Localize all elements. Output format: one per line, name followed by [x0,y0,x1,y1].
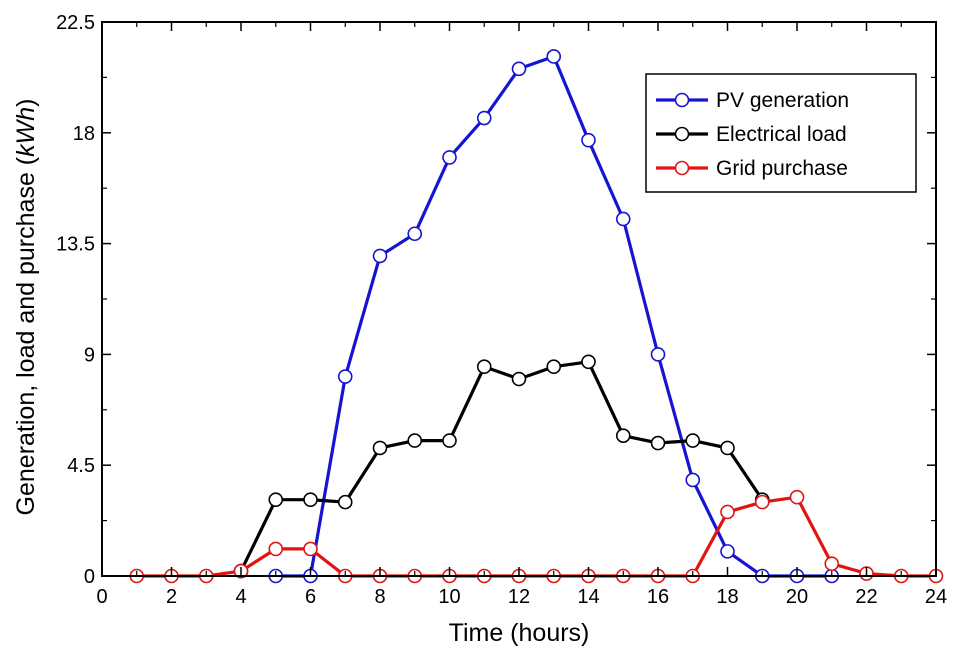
data-point-electrical-load [442,433,457,448]
x-tick-label: 2 [166,586,177,608]
data-point-grid-purchase [754,494,770,510]
legend: PV generation Electrical load Grid purchas… [645,73,917,193]
x-tick-label: 6 [305,586,316,608]
data-point-pv-generation [546,49,562,64]
data-point-electrical-load [476,359,492,375]
y-tick-label: 0 [84,566,95,588]
data-point-pv-generation [581,132,596,148]
y-axis-title-close: ) [12,99,40,107]
series-pv-generation [268,49,840,584]
data-point-grid-purchase [268,541,284,557]
data-point-electrical-load [546,359,562,375]
y-tick-label: 9 [84,344,95,366]
legend-marker-electrical-load [674,126,690,142]
x-tick-label: 16 [647,586,669,608]
data-point-electrical-load [372,440,388,456]
data-point-grid-purchase [824,556,840,571]
data-point-electrical-load [685,433,701,448]
x-axis-title: Time (hours) [449,619,590,647]
legend-marker-pv-generation [674,92,690,108]
y-axis-title-unit: kWh [12,107,40,157]
data-point-pv-generation [650,347,666,362]
y-axis-title: Generation, load and purchase (kWh) [12,99,40,516]
data-point-pv-generation [337,369,353,384]
x-tick-label: 0 [96,586,107,608]
data-point-electrical-load [650,435,666,451]
data-point-pv-generation [511,61,527,77]
data-point-pv-generation [615,211,631,227]
x-tick-label: 24 [925,586,947,608]
data-point-electrical-load [268,492,284,507]
data-point-electrical-load [303,492,318,507]
data-point-grid-purchase [789,489,805,505]
x-tick-label: 20 [786,586,808,608]
data-point-electrical-load [720,440,735,456]
data-point-pv-generation [407,226,423,242]
x-tick-label: 10 [438,586,460,608]
data-point-grid-purchase [303,541,318,557]
y-axis-title-main: Generation, load and purchase ( [12,156,40,515]
x-tick-label: 12 [508,586,530,608]
series-grid-purchase [129,489,944,584]
data-point-pv-generation [685,472,701,488]
legend-label-electrical-load: Electrical load [716,123,847,146]
data-point-pv-generation [720,544,735,559]
data-point-pv-generation [476,110,492,126]
series-line-electrical-load [239,360,764,572]
x-tick-label: 8 [374,586,385,608]
y-tick-label: 13.5 [56,234,95,256]
data-point-pv-generation [442,150,457,165]
y-tick-label: 18 [73,123,95,145]
data-point-electrical-load [407,433,423,448]
data-point-grid-purchase [720,504,735,520]
data-point-electrical-load [581,354,596,370]
legend-label-grid-purchase: Grid purchase [716,157,848,180]
data-point-pv-generation [372,248,388,264]
ticks-layer [101,21,937,577]
x-tick-label: 18 [716,586,738,608]
y-tick-label: 22.5 [56,12,95,34]
x-tick-label: 22 [855,586,877,608]
y-tick-label: 4.5 [67,455,95,477]
legend-marker-grid-purchase [674,160,690,176]
data-point-electrical-load [337,494,353,510]
x-tick-label: 4 [235,586,246,608]
data-point-electrical-load [615,428,631,443]
legend-label-pv-generation: PV generation [716,89,849,112]
series-electrical-load [233,354,770,579]
data-point-electrical-load [511,371,527,387]
x-tick-label: 14 [577,586,599,608]
